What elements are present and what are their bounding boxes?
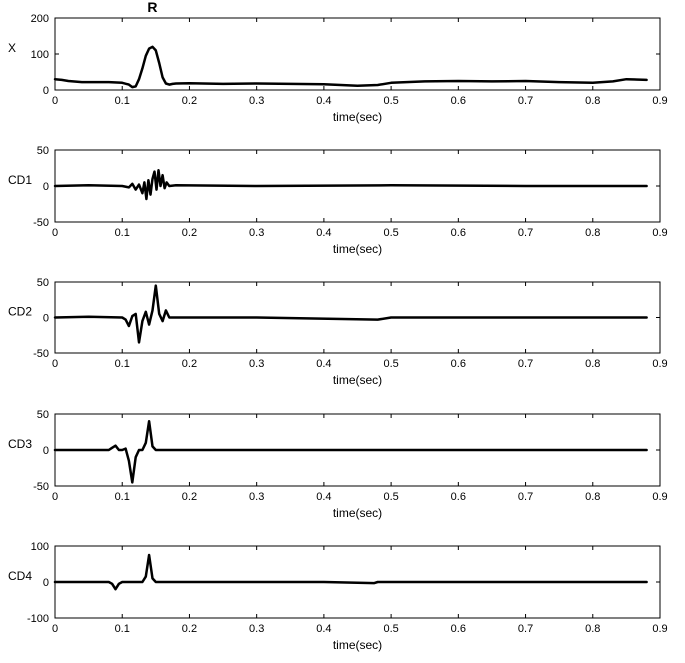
x-tick-label: 0.6 bbox=[451, 623, 466, 635]
y-tick-label: 200 bbox=[31, 13, 49, 25]
x-tick-label: 0.8 bbox=[585, 358, 600, 370]
x-tick-label: 0.2 bbox=[182, 623, 197, 635]
x-tick-label: 0.7 bbox=[518, 358, 533, 370]
x-tick-label: 0.1 bbox=[115, 227, 130, 239]
x-tick-label: 0.3 bbox=[249, 623, 264, 635]
y-axis-label: CD2 bbox=[8, 305, 32, 319]
x-tick-label: 0.8 bbox=[585, 227, 600, 239]
x-tick-label: 0.4 bbox=[316, 491, 331, 503]
x-axis-label: time(sec) bbox=[333, 638, 382, 652]
x-axis-label: time(sec) bbox=[333, 373, 382, 387]
x-tick-label: 0.1 bbox=[115, 95, 130, 107]
y-tick-label: 0 bbox=[43, 445, 49, 457]
x-tick-label: 0 bbox=[52, 491, 58, 503]
x-tick-label: 0.9 bbox=[652, 623, 667, 635]
x-tick-label: 0 bbox=[52, 95, 58, 107]
x-axis-label: time(sec) bbox=[333, 506, 382, 520]
x-tick-label: 0.3 bbox=[249, 227, 264, 239]
x-tick-label: 0.2 bbox=[182, 491, 197, 503]
y-tick-label: 0 bbox=[43, 85, 49, 97]
x-tick-label: 0.4 bbox=[316, 358, 331, 370]
series-line-2-0 bbox=[53, 284, 648, 344]
x-tick-label: 0.7 bbox=[518, 623, 533, 635]
x-tick-label: 0.5 bbox=[383, 491, 398, 503]
x-tick-label: 0.9 bbox=[652, 358, 667, 370]
y-axis-label: X bbox=[8, 41, 16, 55]
x-tick-label: 0.9 bbox=[652, 95, 667, 107]
y-tick-label: -50 bbox=[33, 481, 49, 493]
x-tick-label: 0.5 bbox=[383, 95, 398, 107]
x-tick-label: 0 bbox=[52, 623, 58, 635]
x-tick-label: 0.6 bbox=[451, 358, 466, 370]
series-line-4-0 bbox=[53, 553, 648, 591]
x-tick-label: 0.1 bbox=[115, 623, 130, 635]
x-tick-label: 0.4 bbox=[316, 227, 331, 239]
x-tick-label: 0.8 bbox=[585, 623, 600, 635]
x-tick-label: 0.7 bbox=[518, 95, 533, 107]
x-tick-label: 0.1 bbox=[115, 491, 130, 503]
y-tick-label: 50 bbox=[37, 145, 49, 157]
x-tick-label: 0.3 bbox=[249, 95, 264, 107]
y-tick-label: 50 bbox=[37, 277, 49, 289]
y-axis-label: CD4 bbox=[8, 569, 32, 583]
x-tick-label: 0.6 bbox=[451, 491, 466, 503]
x-tick-label: 0.9 bbox=[652, 227, 667, 239]
x-tick-label: 0.3 bbox=[249, 358, 264, 370]
x-tick-label: 0.2 bbox=[182, 227, 197, 239]
y-tick-label: 0 bbox=[43, 577, 49, 589]
x-tick-label: 0 bbox=[52, 358, 58, 370]
x-tick-label: 0.7 bbox=[518, 227, 533, 239]
x-tick-label: 0.8 bbox=[585, 95, 600, 107]
x-axis-label: time(sec) bbox=[333, 110, 382, 124]
x-tick-label: 0.2 bbox=[182, 358, 197, 370]
x-tick-label: 0.4 bbox=[316, 95, 331, 107]
x-tick-label: 0.5 bbox=[383, 623, 398, 635]
annotation-label: R bbox=[147, 0, 157, 15]
x-tick-label: 0.6 bbox=[451, 95, 466, 107]
y-axis-label: CD1 bbox=[8, 173, 32, 187]
x-tick-label: 0.5 bbox=[383, 358, 398, 370]
y-tick-label: 100 bbox=[31, 49, 49, 61]
y-axis-label: CD3 bbox=[8, 437, 32, 451]
x-tick-label: 0.8 bbox=[585, 491, 600, 503]
x-tick-label: 0.3 bbox=[249, 491, 264, 503]
x-axis-label: time(sec) bbox=[333, 242, 382, 256]
y-tick-label: -100 bbox=[27, 613, 49, 625]
y-tick-label: -50 bbox=[33, 217, 49, 229]
x-tick-label: 0.6 bbox=[451, 227, 466, 239]
x-tick-label: 0.7 bbox=[518, 491, 533, 503]
y-tick-label: 100 bbox=[31, 541, 49, 553]
x-tick-label: 0 bbox=[52, 227, 58, 239]
x-tick-label: 0.2 bbox=[182, 95, 197, 107]
y-tick-label: 50 bbox=[37, 409, 49, 421]
x-tick-label: 0.5 bbox=[383, 227, 398, 239]
x-tick-label: 0.9 bbox=[652, 491, 667, 503]
y-tick-label: -50 bbox=[33, 348, 49, 360]
series-line-3-0 bbox=[53, 419, 648, 484]
x-tick-label: 0.1 bbox=[115, 358, 130, 370]
series-line-1-0 bbox=[53, 168, 648, 201]
x-tick-label: 0.4 bbox=[316, 623, 331, 635]
y-tick-label: 0 bbox=[43, 313, 49, 325]
y-tick-label: 0 bbox=[43, 181, 49, 193]
series-line-0-0 bbox=[53, 45, 648, 89]
